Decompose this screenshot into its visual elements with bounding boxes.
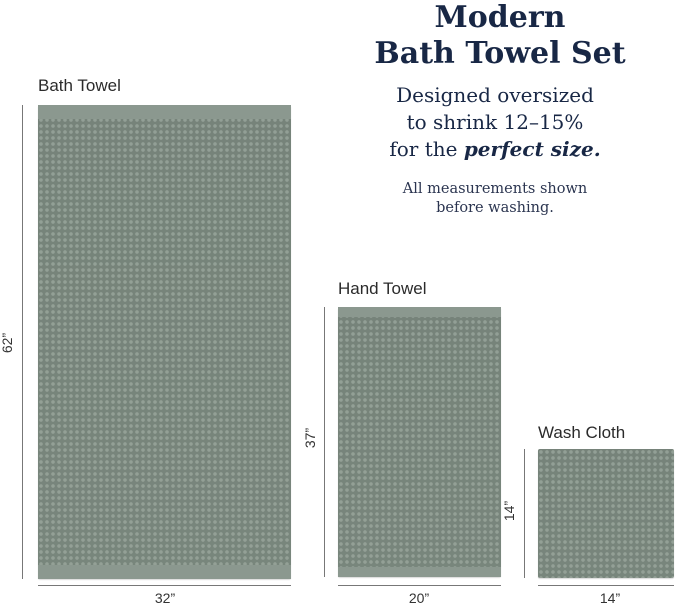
hand-height-dim: 37” <box>302 427 318 449</box>
tagline-emphasis: perfect size. <box>463 137 601 161</box>
wash-cloth-image <box>538 449 674 578</box>
hand-towel-label: Hand Towel <box>338 279 427 298</box>
hand-width-dim: 20” <box>408 590 430 606</box>
title-line-1: Modern <box>434 0 566 35</box>
wash-width-line <box>538 585 674 586</box>
tagline-line-1: Designed oversized <box>396 83 594 107</box>
hand-towel-hem-top <box>338 307 501 317</box>
measurement-note: All measurements shown before washing. <box>355 180 635 218</box>
bath-towel-hem-top <box>38 105 291 119</box>
bath-towel-image <box>38 105 291 579</box>
wash-cloth-label: Wash Cloth <box>538 423 626 442</box>
bath-width-line <box>38 585 291 586</box>
tagline-line-3: for the perfect size. <box>355 136 635 163</box>
title-line-2: Bath Towel Set <box>374 36 626 71</box>
bath-height-dim: 62” <box>0 332 15 354</box>
hand-width-line <box>338 585 501 586</box>
bath-width-dim: 32” <box>154 590 176 606</box>
bath-towel-hem-bottom <box>38 565 291 579</box>
tagline-line-2: to shrink 12–15% <box>406 110 584 134</box>
page-title: Modern Bath Towel Set <box>330 0 670 72</box>
bath-towel-label: Bath Towel <box>38 76 121 95</box>
tagline: Designed oversized to shrink 12–15% for … <box>355 82 635 163</box>
tagline-prefix: for the <box>389 137 464 161</box>
wash-height-line <box>524 449 525 578</box>
bath-height-line <box>22 105 23 579</box>
note-line-2: before washing. <box>436 200 554 216</box>
hand-towel-hem-bottom <box>338 567 501 577</box>
hand-height-line <box>324 307 325 577</box>
note-line-1: All measurements shown <box>402 181 588 197</box>
wash-width-dim: 14” <box>599 590 621 606</box>
wash-height-dim: 14” <box>501 500 517 522</box>
hand-towel-image <box>338 307 501 577</box>
